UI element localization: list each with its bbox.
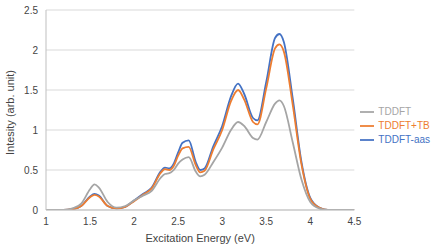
svg-text:3.5: 3.5 — [259, 216, 273, 227]
svg-text:1.5: 1.5 — [83, 216, 97, 227]
svg-text:Excitation Energy (eV): Excitation Energy (eV) — [145, 232, 254, 244]
svg-text:1.5: 1.5 — [24, 85, 38, 96]
svg-text:2: 2 — [32, 45, 38, 56]
html-text:TDDFT-aas: TDDFT-aas — [378, 133, 430, 145]
svg-text:0: 0 — [32, 205, 38, 216]
svg-text:2.5: 2.5 — [24, 5, 38, 16]
svg-text:4: 4 — [308, 216, 314, 227]
svg-text:4.5: 4.5 — [347, 216, 361, 227]
svg-text:1: 1 — [32, 125, 38, 136]
html-text:TDDFT: TDDFT — [378, 105, 412, 117]
svg-text:0.5: 0.5 — [24, 165, 38, 176]
svg-text:3: 3 — [219, 216, 225, 227]
svg-text:2.5: 2.5 — [171, 216, 185, 227]
svg-text:2: 2 — [131, 216, 137, 227]
svg-text:Intesity (arb. unit): Intesity (arb. unit) — [4, 70, 16, 155]
html-text:TDDFT+TB: TDDFT+TB — [378, 119, 430, 131]
svg-text:1: 1 — [43, 216, 49, 227]
